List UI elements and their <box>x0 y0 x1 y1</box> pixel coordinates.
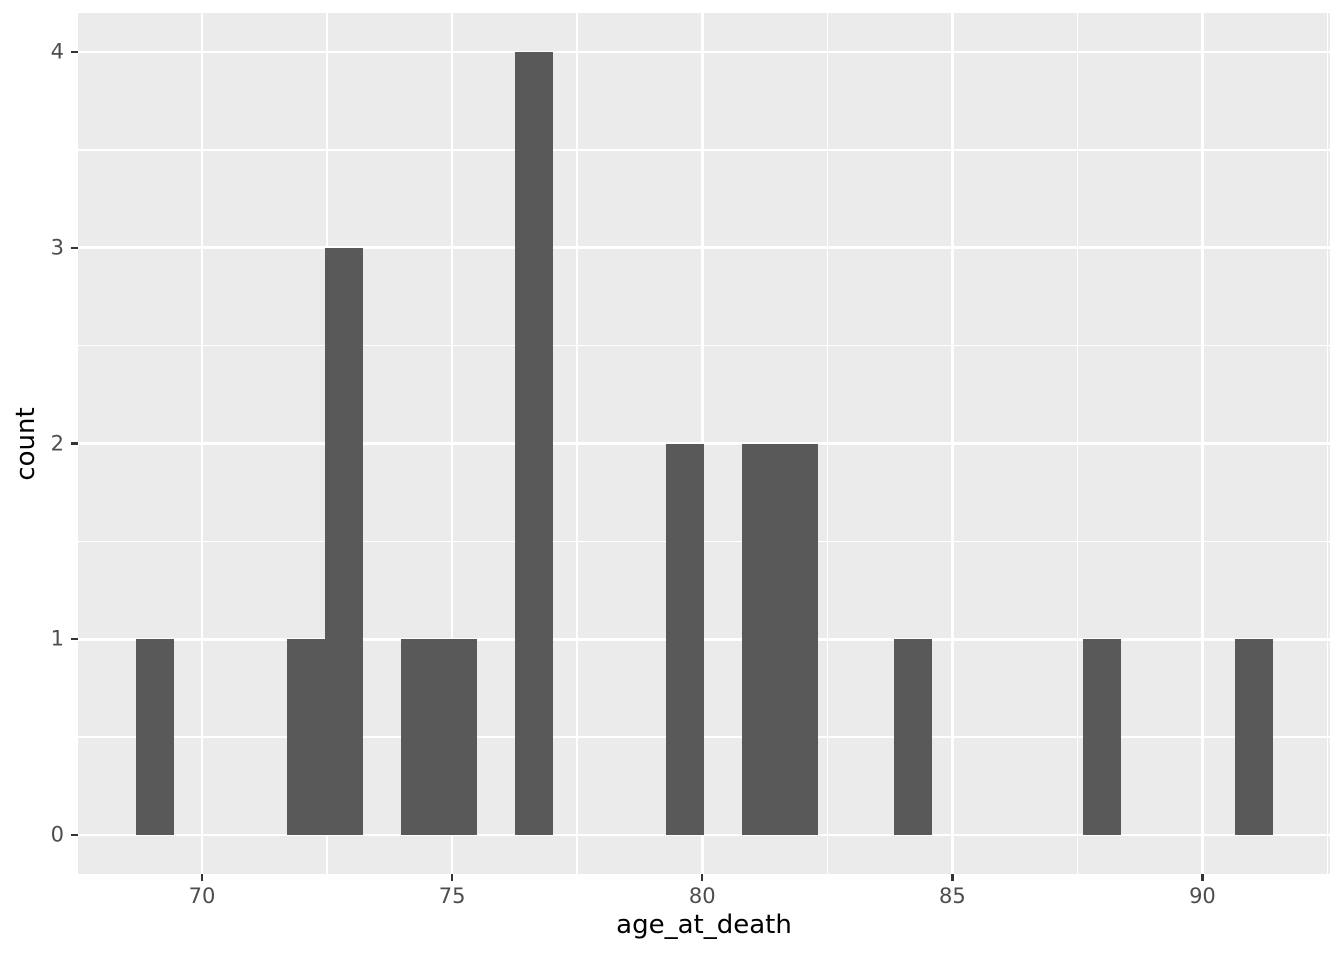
histogram-bar <box>780 443 818 835</box>
y-tick-label: 1 <box>50 626 64 651</box>
histogram-bar <box>325 247 364 835</box>
x-tick-mark <box>200 874 204 881</box>
x-tick-mark <box>701 874 704 881</box>
x-axis-title: age_at_death <box>616 910 792 940</box>
x-tick-label: 85 <box>938 884 966 908</box>
histogram-bar <box>135 639 174 835</box>
x-tick-label: 75 <box>438 884 466 908</box>
histogram-bar <box>514 52 553 835</box>
histogram-bar <box>1083 639 1122 835</box>
major-gridline-vertical <box>450 13 454 874</box>
x-tick-label: 70 <box>188 884 216 908</box>
histogram-bar <box>287 639 326 835</box>
x-tick-label: 90 <box>1189 884 1216 908</box>
major-gridline-vertical <box>200 13 204 874</box>
major-gridline-horizontal <box>78 50 1330 54</box>
y-tick-label: 2 <box>50 431 64 455</box>
y-tick-label: 3 <box>50 235 64 260</box>
histogram-bar <box>439 639 477 835</box>
histogram-bar <box>742 443 781 835</box>
y-tick-mark <box>71 833 78 837</box>
major-gridline-vertical <box>950 13 954 874</box>
y-tick-mark <box>71 246 78 249</box>
minor-gridline-horizontal <box>78 149 1330 151</box>
x-tick-mark <box>951 874 954 881</box>
y-axis-title: count <box>11 407 42 481</box>
y-tick-mark <box>71 442 78 445</box>
plot-panel <box>78 13 1330 874</box>
x-tick-label: 80 <box>688 884 716 908</box>
y-tick-mark <box>71 50 78 54</box>
histogram-bar <box>893 639 932 835</box>
major-gridline-vertical <box>1201 13 1204 874</box>
histogram-bar <box>401 639 440 835</box>
y-tick-mark <box>71 637 78 641</box>
histogram-bar <box>1234 639 1273 835</box>
y-tick-label: 0 <box>50 822 64 847</box>
major-gridline-horizontal <box>78 442 1330 445</box>
x-tick-mark <box>450 874 454 881</box>
x-tick-mark <box>1201 874 1204 881</box>
minor-gridline-horizontal <box>78 344 1330 347</box>
histogram-bar <box>666 443 705 835</box>
y-tick-label: 4 <box>50 39 64 64</box>
major-gridline-horizontal <box>78 246 1330 250</box>
